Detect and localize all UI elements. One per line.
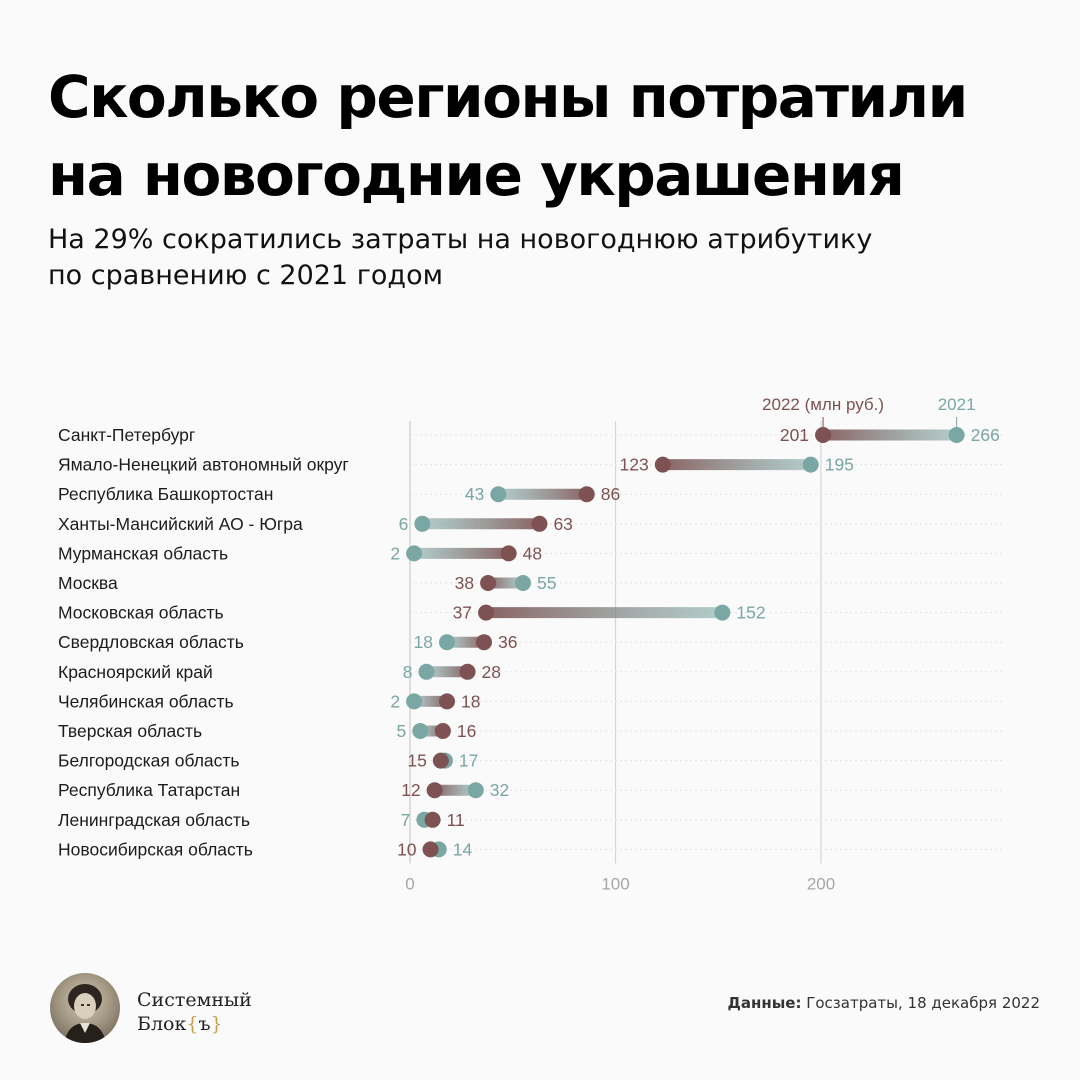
brand-wordmark: Системный Блок{ъ} (137, 988, 252, 1036)
value-label-2021: 32 (490, 780, 509, 800)
dot-2022 (459, 663, 476, 680)
value-label-2021: 5 (397, 721, 407, 741)
dot-2021 (418, 663, 435, 680)
value-label-2022: 10 (397, 839, 417, 859)
value-label-2022: 38 (455, 573, 474, 593)
dot-2022 (434, 723, 451, 739)
value-label-2021: 43 (465, 484, 484, 504)
value-label-2021: 8 (403, 662, 413, 682)
dot-2021 (412, 723, 429, 739)
category-label: Московская область (58, 603, 224, 623)
category-label: Санкт-Петербург (58, 425, 195, 445)
category-label: Белгородская область (58, 751, 240, 771)
dot-2022 (480, 575, 497, 591)
value-label-2021: 7 (401, 810, 411, 830)
value-label-2022: 11 (447, 810, 465, 830)
dot-2021 (948, 427, 965, 443)
category-label: Ханты-Мансийский АО - Югра (58, 514, 303, 534)
value-label-2022: 48 (523, 543, 542, 563)
dot-2021 (406, 693, 423, 710)
brand-word: Блок (137, 1013, 187, 1035)
dot-2021 (490, 486, 507, 503)
value-label-2021: 266 (971, 425, 1000, 445)
x-tick-label: 0 (405, 874, 414, 893)
title-line-2: на новогодние украшения (48, 141, 905, 209)
x-tick-label: 100 (601, 874, 629, 893)
dot-2021 (802, 456, 819, 473)
category-label: Свердловская область (58, 632, 244, 652)
dot-2022 (578, 486, 595, 503)
dot-2022 (426, 782, 443, 799)
dumbbell-chart: 0 100 200 2022 (млн руб.) 2021 Санкт-Петербур… (58, 395, 1004, 893)
dot-2021 (515, 575, 532, 591)
chart-title: Сколько регионы потратили на новогодние … (48, 58, 1048, 214)
dot-2022 (475, 634, 492, 651)
brace-open: { (186, 1013, 199, 1035)
chart-subtitle: На 29% сократились затраты на новогоднюю… (48, 222, 1048, 294)
category-label: Тверская область (58, 721, 202, 741)
value-label-2022: 28 (482, 662, 501, 682)
dot-2022 (531, 515, 548, 532)
value-label-2022: 201 (780, 425, 809, 445)
portrait-logo (50, 973, 120, 1043)
category-label: Новосибирская область (58, 839, 253, 859)
legend-2021: 2021 (938, 395, 976, 414)
dot-2022 (432, 752, 449, 769)
dot-2021 (438, 634, 455, 651)
value-label-2021: 2 (390, 543, 400, 563)
value-label-2021: 55 (537, 573, 556, 593)
value-label-2022: 15 (407, 751, 426, 771)
subtitle-line-1: На 29% сократились затраты на новогоднюю… (48, 224, 873, 255)
category-label: Республика Татарстан (58, 780, 240, 800)
dot-2022 (422, 841, 439, 858)
x-tick-label: 200 (807, 874, 835, 893)
value-label-2022: 16 (457, 721, 476, 741)
value-label-2022: 63 (553, 514, 572, 534)
value-label-2022: 37 (453, 603, 472, 623)
category-label: Ямало-Ненецкий автономный округ (58, 455, 349, 475)
dot-2021 (714, 604, 731, 621)
source-text: Госзатраты, 18 декабря 2022 (806, 994, 1040, 1012)
category-label: Мурманская область (58, 543, 228, 563)
value-label-2021: 195 (825, 455, 854, 475)
title-line-1: Сколько регионы потратили (48, 63, 968, 131)
dot-2022 (438, 693, 455, 710)
value-label-2022: 18 (461, 691, 480, 711)
category-label: Красноярский край (58, 662, 213, 682)
dot-2022 (815, 427, 832, 443)
dot-2021 (406, 545, 423, 562)
brace-letter: ъ (198, 1013, 211, 1035)
value-label-2021: 17 (459, 751, 478, 771)
value-label-2022: 36 (498, 632, 517, 652)
brand-line-1: Системный (137, 989, 252, 1011)
data-source: Данные: Госзатраты, 18 декабря 2022 (728, 994, 1041, 1012)
source-label: Данные: (727, 994, 802, 1012)
brand-line-2: Блок{ъ} (137, 1012, 252, 1036)
category-label: Челябинская область (58, 691, 234, 711)
dot-2022 (500, 545, 517, 562)
value-label-2021: 18 (414, 632, 433, 652)
brace-close: } (210, 1013, 223, 1035)
dot-2022 (654, 456, 671, 473)
value-label-2022: 123 (620, 455, 649, 475)
dot-2021 (467, 782, 484, 799)
subtitle-line-2: по сравнению с 2021 годом (48, 260, 443, 291)
category-label: Ленинградская область (58, 810, 250, 830)
value-label-2022: 86 (601, 484, 620, 504)
value-label-2021: 152 (736, 603, 765, 623)
value-label-2021: 2 (390, 691, 400, 711)
dot-2022 (478, 604, 495, 621)
dot-2022 (424, 811, 441, 828)
value-label-2021: 6 (399, 514, 409, 534)
category-label: Москва (58, 573, 118, 593)
legend-2022: 2022 (млн руб.) (762, 395, 884, 414)
value-label-2021: 14 (453, 839, 473, 859)
dot-2021 (414, 515, 431, 532)
value-label-2022: 12 (401, 780, 420, 800)
category-label: Республика Башкортостан (58, 484, 273, 504)
